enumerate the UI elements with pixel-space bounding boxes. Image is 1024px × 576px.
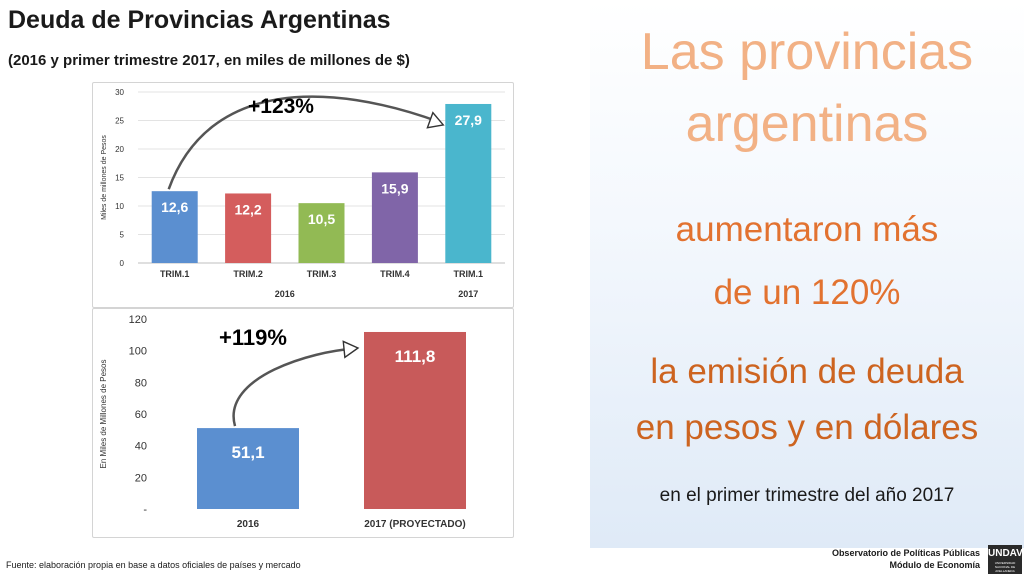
y-tick-label: 0 (120, 259, 125, 268)
y-tick-label: 20 (135, 472, 147, 484)
y-tick-label: 120 (129, 314, 147, 326)
y-tick-label: 5 (120, 231, 125, 240)
x-tick-label: TRIM.1 (454, 269, 484, 279)
headline-line-3: aumentaron más (675, 210, 939, 249)
y-tick-label: 80 (135, 377, 147, 389)
growth-arrowhead (342, 340, 360, 359)
x-tick-label: TRIM.2 (233, 269, 263, 279)
headline-line-2: argentinas (685, 95, 929, 153)
headline-line-7: en el primer trimestre del año 2017 (659, 485, 955, 506)
y-tick-label: 10 (115, 202, 124, 211)
bar (225, 193, 272, 263)
growth-arrow (232, 347, 353, 427)
data-label: 12,2 (234, 201, 261, 217)
page-subtitle: (2016 y primer trimestre 2017, en miles … (8, 52, 410, 69)
data-label: 10,5 (308, 211, 335, 227)
y-tick-label: 20 (115, 145, 124, 154)
organization-module: Módulo de Economía (889, 560, 980, 570)
organization-label: Observatorio de Políticas Públicas Módul… (832, 547, 980, 571)
x-tick-label: 2017 (PROYECTADO) (364, 519, 466, 530)
page-title: Deuda de Provincias Argentinas (8, 6, 391, 34)
logo-subtext: UNIVERSIDAD NACIONAL DE AVELLANEDA (994, 561, 1016, 573)
quarterly-debt-chart-svg: 0 5 10 15 20 25 30 12,6 TRIM.1 12,2 TRIM.2 10,5 TRIM… (101, 88, 505, 299)
annual-debt-chart: - 20 40 60 80 100 120 51,1 2016 111,8 2017 (PROYEC… (92, 308, 514, 538)
growth-arrowhead (426, 111, 445, 129)
bar (197, 428, 299, 509)
bar (151, 191, 198, 263)
source-note: Fuente: elaboración propia en base a dat… (6, 560, 301, 570)
headline-line-1: Las provincias (640, 23, 974, 81)
headline-line-4: de un 120% (713, 273, 901, 312)
headline-panel: Las provincias argentinas aumentaron más… (590, 0, 1024, 548)
growth-annotation: +119% (219, 325, 287, 350)
quarterly-debt-chart: 0 5 10 15 20 25 30 12,6 TRIM.1 12,2 TRIM.2 10,5 TRIM… (92, 82, 514, 308)
annual-debt-chart-svg: - 20 40 60 80 100 120 51,1 2016 111,8 2017 (PROYEC… (99, 314, 466, 530)
x-tick-label: TRIM.4 (380, 269, 410, 279)
logo-wordmark: UNDAV (988, 548, 1023, 559)
organization-name: Observatorio de Políticas Públicas (831, 548, 980, 558)
group-label: 2017 (458, 289, 478, 299)
y-tick-label: - (143, 504, 147, 516)
y-axis-title: Miles de millones de Pesos (101, 135, 108, 220)
bar (364, 331, 466, 509)
group-label: 2016 (275, 289, 295, 299)
headline-line-5: la emisión de deuda (650, 352, 964, 391)
data-label: 15,9 (381, 180, 408, 196)
x-tick-label: TRIM.3 (307, 269, 337, 279)
y-tick-label: 60 (135, 409, 147, 421)
bar (298, 203, 345, 263)
data-label: 51,1 (231, 443, 264, 462)
x-tick-label: 2016 (237, 519, 260, 530)
y-axis-title: En Miles de Millones de Pesos (99, 360, 108, 469)
y-tick-label: 100 (129, 346, 147, 358)
y-tick-label: 25 (115, 117, 124, 126)
growth-arrow (167, 95, 440, 190)
university-logo: UNDAV UNIVERSIDAD NACIONAL DE AVELLANEDA (988, 545, 1023, 574)
x-tick-label: TRIM.1 (160, 269, 190, 279)
data-label: 111,8 (395, 347, 436, 366)
data-label: 27,9 (455, 112, 482, 128)
growth-annotation: +123% (248, 95, 314, 118)
headline-line-6: en pesos y en dólares (635, 408, 979, 447)
y-tick-label: 40 (135, 441, 147, 453)
y-tick-label: 15 (115, 174, 124, 183)
y-tick-label: 30 (115, 88, 124, 97)
bar (445, 103, 492, 263)
bar (371, 172, 418, 263)
data-label: 12,6 (161, 199, 188, 215)
